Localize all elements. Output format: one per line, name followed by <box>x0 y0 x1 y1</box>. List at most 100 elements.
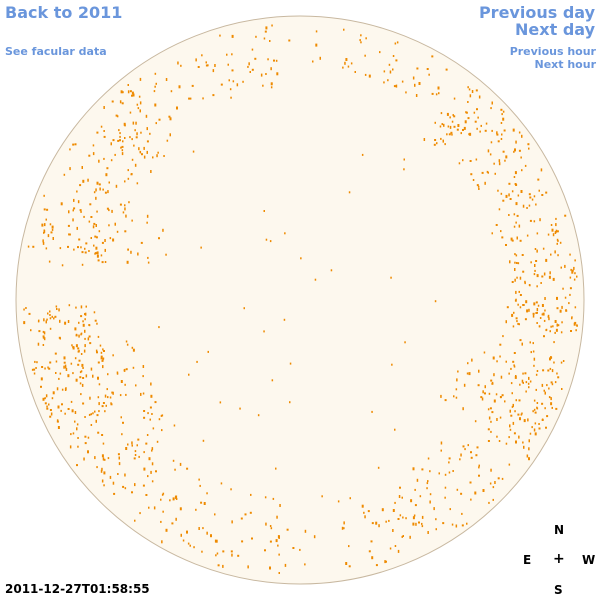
facula-spot <box>260 73 263 77</box>
facula-spot <box>72 432 75 435</box>
facula-spot <box>547 369 550 372</box>
facula-spot <box>456 378 458 382</box>
facula-spot <box>63 365 65 369</box>
facula-spot <box>469 132 472 136</box>
facula-spot <box>559 309 562 313</box>
facula-spot <box>569 276 572 279</box>
facula-spot <box>124 487 127 490</box>
facula-spot <box>502 117 505 121</box>
facula-spot <box>52 237 54 240</box>
facula-spot <box>131 219 133 222</box>
facula-spot <box>42 344 45 346</box>
facula-spot <box>550 325 552 328</box>
facula-spot <box>527 143 530 146</box>
facula-spot <box>93 191 96 194</box>
facula-spot <box>526 207 528 209</box>
facula-spot <box>131 441 133 445</box>
facula-spot <box>102 402 105 404</box>
facula-spot <box>97 361 100 364</box>
facula-spot <box>509 260 511 264</box>
facula-spot <box>96 251 99 255</box>
facula-spot <box>360 41 362 44</box>
facula-spot <box>354 71 356 73</box>
facula-spot <box>127 248 129 251</box>
facula-spot <box>528 284 531 286</box>
facula-spot <box>528 376 530 380</box>
facula-spot <box>395 84 398 88</box>
facula-spot <box>67 245 69 248</box>
facula-spot <box>107 373 109 376</box>
previous-hour-link[interactable]: Previous hour <box>509 45 596 58</box>
facula-spot <box>490 430 492 433</box>
facula-spot <box>146 434 149 436</box>
facula-spot <box>375 564 378 567</box>
next-day-link[interactable]: Next day <box>515 20 595 39</box>
facula-spot <box>393 85 396 88</box>
facula-spot <box>120 416 122 419</box>
facula-spot <box>95 246 98 250</box>
facula-spot <box>40 377 43 381</box>
facula-spot <box>436 142 438 145</box>
facula-spot <box>284 232 286 235</box>
back-to-year-link[interactable]: Back to 2011 <box>5 3 123 22</box>
facula-spot <box>83 349 86 353</box>
facula-spot <box>269 525 272 527</box>
facula-spot <box>468 88 471 91</box>
facula-spot <box>526 454 529 458</box>
facula-spot <box>51 315 53 318</box>
facula-spot <box>435 93 438 96</box>
facula-spot <box>85 242 88 245</box>
facula-spot <box>229 88 232 91</box>
facula-spot <box>87 450 89 454</box>
facula-spot <box>103 130 105 132</box>
next-hour-link[interactable]: Next hour <box>534 58 597 71</box>
facula-spot <box>440 112 443 115</box>
facula-spot <box>490 420 492 423</box>
facula-spot <box>65 387 67 391</box>
previous-day-link[interactable]: Previous day <box>478 3 595 22</box>
facula-spot <box>395 59 398 62</box>
facula-spot <box>515 140 517 144</box>
facula-spot <box>72 346 75 349</box>
facula-spot <box>103 135 106 138</box>
facula-spot <box>120 380 123 383</box>
facula-spot <box>134 450 137 453</box>
facula-spot <box>127 177 130 180</box>
facula-spot <box>543 335 545 338</box>
facula-spot <box>76 464 78 467</box>
facula-spot <box>54 352 57 355</box>
facula-spot <box>484 129 487 132</box>
facula-spot <box>528 457 530 461</box>
facula-spot <box>73 198 75 202</box>
facula-spot <box>98 383 101 386</box>
facula-spot <box>137 252 139 256</box>
facula-spot <box>121 102 124 105</box>
facula-spot <box>481 397 484 401</box>
facula-spot <box>127 84 129 86</box>
facula-spot <box>421 515 424 519</box>
facular-data-link[interactable]: See facular data <box>5 45 107 58</box>
facula-spot <box>55 372 57 374</box>
facula-spot <box>515 290 517 294</box>
facula-spot <box>553 361 555 364</box>
facula-spot <box>231 520 233 524</box>
facula-spot <box>514 299 517 302</box>
facula-spot <box>469 481 472 484</box>
facula-spot <box>533 364 535 367</box>
facula-spot <box>61 264 64 267</box>
facula-spot <box>102 188 104 191</box>
facula-spot <box>460 492 463 495</box>
facula-spot <box>513 365 516 368</box>
facula-spot <box>149 418 151 421</box>
facula-spot <box>519 339 522 342</box>
facula-spot <box>498 159 501 163</box>
facula-spot <box>137 438 140 441</box>
facula-spot <box>35 367 37 369</box>
facula-spot <box>141 153 143 156</box>
facula-spot <box>147 475 149 478</box>
facula-spot <box>28 312 31 315</box>
facula-spot <box>515 375 517 378</box>
facula-spot <box>500 192 503 195</box>
facula-spot <box>442 139 444 143</box>
